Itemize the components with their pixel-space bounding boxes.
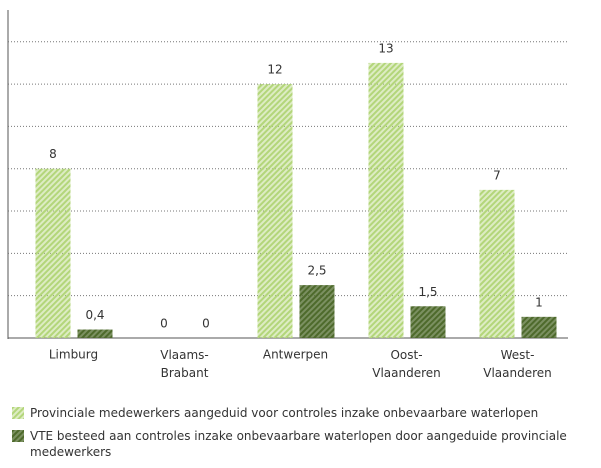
data-label: 0	[160, 317, 168, 331]
bar	[410, 306, 446, 338]
bar	[299, 285, 335, 338]
legend-item: VTE besteed aan controles inzake onbevaa…	[12, 428, 592, 460]
x-tick-label: Antwerpen	[263, 348, 328, 362]
legend-label: Provinciale medewerkers aangeduid voor c…	[30, 406, 539, 420]
legend-item: Provinciale medewerkers aangeduid voor c…	[12, 405, 592, 421]
bar	[368, 62, 404, 338]
data-label: 0	[202, 317, 210, 331]
data-label: 8	[49, 147, 57, 161]
chart: Limburg 8 0,4 Vlaams-Brabant 0 0 Antwerpen 12 2,…	[7, 10, 568, 380]
bar	[257, 84, 293, 338]
bar	[77, 329, 113, 338]
data-label: 13	[378, 41, 393, 55]
legend-swatch	[12, 430, 24, 442]
data-label: 1	[535, 295, 543, 309]
legend-swatch	[12, 407, 24, 419]
data-label: 2,5	[307, 264, 326, 278]
x-tick-label: Limburg	[49, 348, 98, 362]
data-label: 12	[267, 63, 282, 77]
x-tick-label: Vlaams-Brabant	[160, 348, 209, 380]
x-tick-label: Oost-Vlaanderen	[372, 348, 441, 380]
bar	[521, 316, 557, 338]
data-label: 7	[493, 168, 501, 182]
x-tick-label: West-Vlaanderen	[483, 348, 552, 380]
data-label: 1,5	[418, 285, 437, 299]
bar	[479, 189, 515, 338]
data-label: 0,4	[85, 308, 104, 322]
legend-label: VTE besteed aan controles inzake onbevaa…	[30, 429, 567, 459]
bar	[35, 168, 71, 338]
